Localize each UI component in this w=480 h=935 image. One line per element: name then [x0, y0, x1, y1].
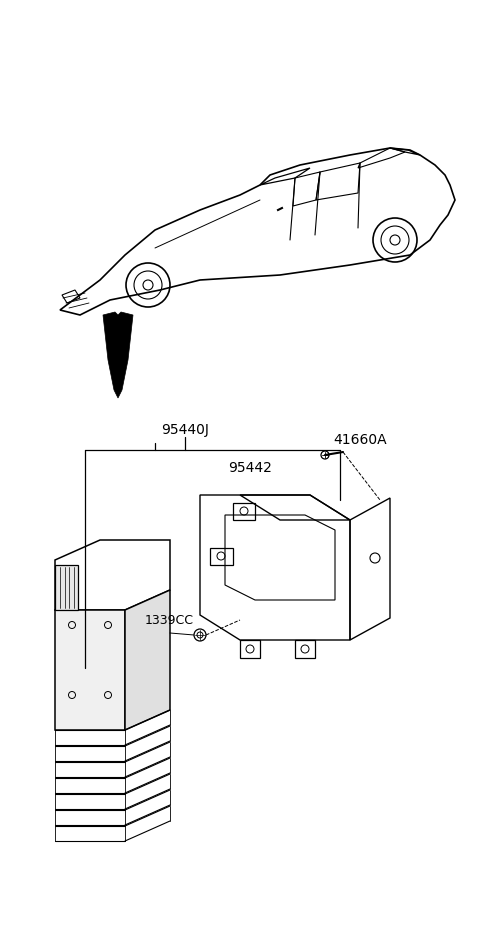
Text: 95442: 95442: [228, 461, 272, 475]
Text: 95440J: 95440J: [161, 423, 209, 437]
Polygon shape: [55, 610, 125, 730]
Polygon shape: [125, 590, 170, 730]
Polygon shape: [55, 565, 78, 610]
Polygon shape: [103, 312, 133, 398]
Text: 1339CC: 1339CC: [145, 613, 194, 626]
Text: 41660A: 41660A: [333, 433, 387, 447]
